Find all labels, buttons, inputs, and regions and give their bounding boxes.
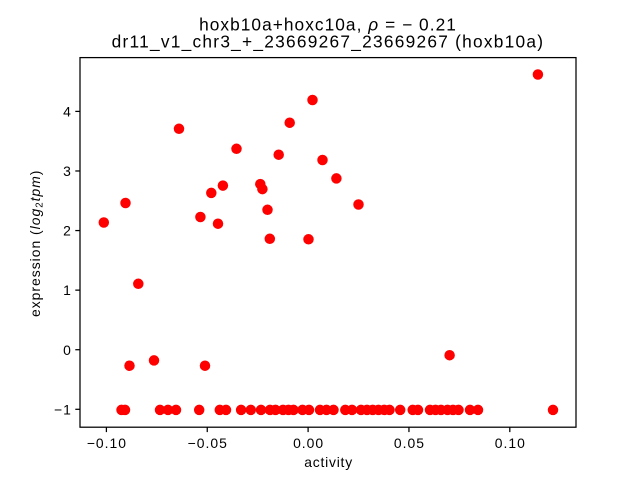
- svg-text:activity: activity: [304, 454, 353, 470]
- svg-text:0: 0: [63, 342, 72, 358]
- svg-text:0.10: 0.10: [495, 435, 526, 451]
- svg-text:3: 3: [63, 163, 72, 179]
- svg-text:dr11_v1_chr3_+_23669267_236692: dr11_v1_chr3_+_23669267_23669267 (hoxb10…: [112, 32, 545, 52]
- svg-text:2: 2: [63, 223, 72, 239]
- svg-text:0.00: 0.00: [293, 435, 324, 451]
- svg-text:−0.05: −0.05: [188, 435, 228, 451]
- svg-text:−1: −1: [54, 401, 72, 417]
- svg-text:1: 1: [63, 282, 72, 298]
- svg-text:4: 4: [63, 104, 72, 120]
- svg-text:0.05: 0.05: [394, 435, 425, 451]
- svg-text:−0.10: −0.10: [87, 435, 127, 451]
- svg-text:hoxb10a+hoxc10a, ρ = − 0.21: hoxb10a+hoxc10a, ρ = − 0.21: [199, 15, 457, 35]
- svg-text:expression (log2tpm): expression (log2tpm): [27, 170, 46, 317]
